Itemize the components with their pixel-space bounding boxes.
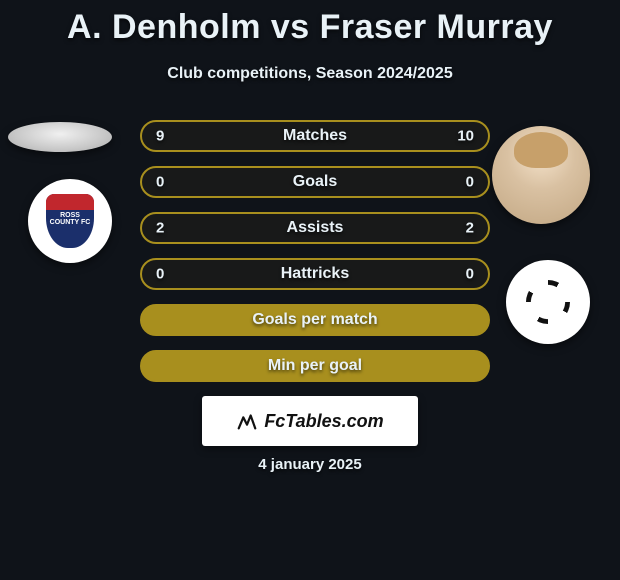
stat-row-hattricks: 0 Hattricks 0 bbox=[140, 258, 490, 290]
stat-row-assists: 2 Assists 2 bbox=[140, 212, 490, 244]
subtitle: Club competitions, Season 2024/2025 bbox=[0, 65, 620, 83]
soccer-ball-icon bbox=[526, 280, 570, 324]
stat-row-goals: 0 Goals 0 bbox=[140, 166, 490, 198]
player-left-avatar bbox=[8, 122, 112, 152]
stat-label: Assists bbox=[287, 219, 344, 237]
club-left-short: ROSS COUNTY FC bbox=[46, 212, 94, 226]
stat-right-value: 0 bbox=[466, 266, 474, 283]
stat-left-value: 9 bbox=[156, 128, 164, 145]
stat-right-value: 10 bbox=[457, 128, 474, 145]
stat-left-value: 0 bbox=[156, 174, 164, 191]
stat-right-value: 2 bbox=[466, 220, 474, 237]
stat-row-matches: 9 Matches 10 bbox=[140, 120, 490, 152]
stat-row-min-per-goal: Min per goal bbox=[140, 350, 490, 382]
player-right-avatar bbox=[492, 126, 590, 224]
stats-panel: 9 Matches 10 0 Goals 0 2 Assists 2 0 Hat… bbox=[140, 120, 490, 396]
stat-left-value: 2 bbox=[156, 220, 164, 237]
attribution-label: FcTables.com bbox=[264, 411, 383, 432]
fctables-logo-icon bbox=[236, 410, 258, 432]
stat-label: Goals per match bbox=[252, 311, 377, 329]
club-left-badge: ROSS COUNTY FC bbox=[28, 179, 112, 263]
stat-label: Min per goal bbox=[268, 357, 362, 375]
stat-left-value: 0 bbox=[156, 266, 164, 283]
attribution-badge: FcTables.com bbox=[202, 396, 418, 446]
club-right-badge bbox=[506, 260, 590, 344]
stat-label: Goals bbox=[293, 173, 337, 191]
stat-label: Hattricks bbox=[281, 265, 349, 283]
page-title: A. Denholm vs Fraser Murray bbox=[0, 0, 620, 47]
date-label: 4 january 2025 bbox=[0, 456, 620, 473]
stat-right-value: 0 bbox=[466, 174, 474, 191]
stat-row-goals-per-match: Goals per match bbox=[140, 304, 490, 336]
shield-icon: ROSS COUNTY FC bbox=[46, 194, 94, 248]
stat-label: Matches bbox=[283, 127, 347, 145]
